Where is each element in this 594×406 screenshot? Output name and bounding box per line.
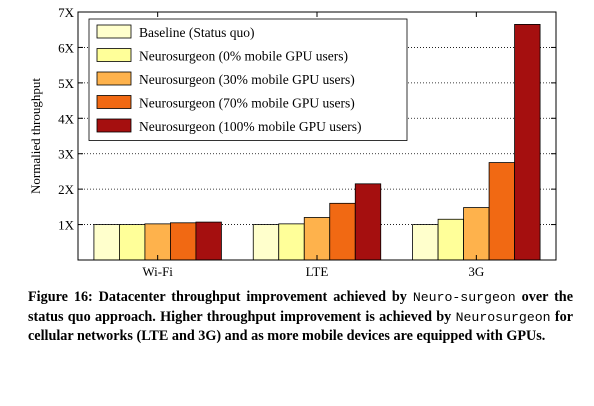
x-tick-label: LTE <box>306 264 329 279</box>
y-tick-label: 2X <box>58 182 75 197</box>
y-tick-label: 6X <box>58 40 75 55</box>
legend-swatch <box>96 71 132 86</box>
caption-text-2: over the status quo approach. Higher thr… <box>28 289 573 325</box>
y-tick-label: 3X <box>58 147 75 162</box>
legend-swatch <box>96 24 132 39</box>
y-tick-label: 1X <box>58 218 75 233</box>
x-tick-label: Wi-Fi <box>142 264 173 279</box>
caption-text-1: Figure 16: Datacenter throughput improve… <box>28 289 413 305</box>
legend-label: Neurosurgeon (0% mobile GPU users) <box>139 49 348 64</box>
bar <box>488 162 515 261</box>
legend-label: Baseline (Status quo) <box>139 25 254 40</box>
legend-swatch <box>96 48 132 62</box>
bar <box>195 221 222 261</box>
bars-group <box>93 23 541 261</box>
figure-caption: Figure 16: Datacenter throughput improve… <box>28 288 573 346</box>
x-tick-label: 3G <box>468 264 484 279</box>
bar <box>119 224 146 261</box>
bar <box>412 224 439 261</box>
legend-swatch <box>96 118 132 133</box>
x-axis: Wi-Fi LTE 3G <box>142 12 484 279</box>
caption-mono-1: Neuro-surgeon <box>412 290 516 305</box>
caption-text-3: for cellular networks (LTE and 3G) and a… <box>28 308 573 345</box>
bar <box>463 207 490 261</box>
bar <box>252 224 280 261</box>
bar <box>303 217 331 261</box>
legend-label: Neurosurgeon (100% mobile GPU users) <box>139 119 361 134</box>
bar <box>329 202 356 261</box>
caption-mono-2: Neurosurgeon <box>455 309 551 325</box>
legend-label: Neurosurgeon (70% mobile GPU users) <box>139 96 355 111</box>
y-tick-label: 5X <box>58 76 75 91</box>
bar <box>93 224 120 261</box>
bar <box>144 223 171 261</box>
legend: Baseline (Status quo) Neurosurgeon (0% mo… <box>88 18 408 141</box>
legend-swatch <box>96 95 132 109</box>
bar <box>278 223 305 261</box>
y-axis-label: Normalied throughput <box>28 78 43 194</box>
bar <box>437 218 464 261</box>
bar <box>354 183 382 261</box>
legend-box <box>88 18 408 141</box>
bar <box>170 222 197 261</box>
bar <box>514 23 541 261</box>
y-axis: 1X 2X 3X 4X 5X 6X 7X <box>58 5 556 233</box>
legend-label: Neurosurgeon (30% mobile GPU users) <box>139 72 355 87</box>
y-tick-label: 7X <box>58 5 75 20</box>
y-tick-label: 4X <box>58 111 75 126</box>
throughput-bar-chart: 1X 2X 3X 4X 5X 6X 7X Wi-Fi LTE 3G Normalied thro… <box>28 5 557 279</box>
